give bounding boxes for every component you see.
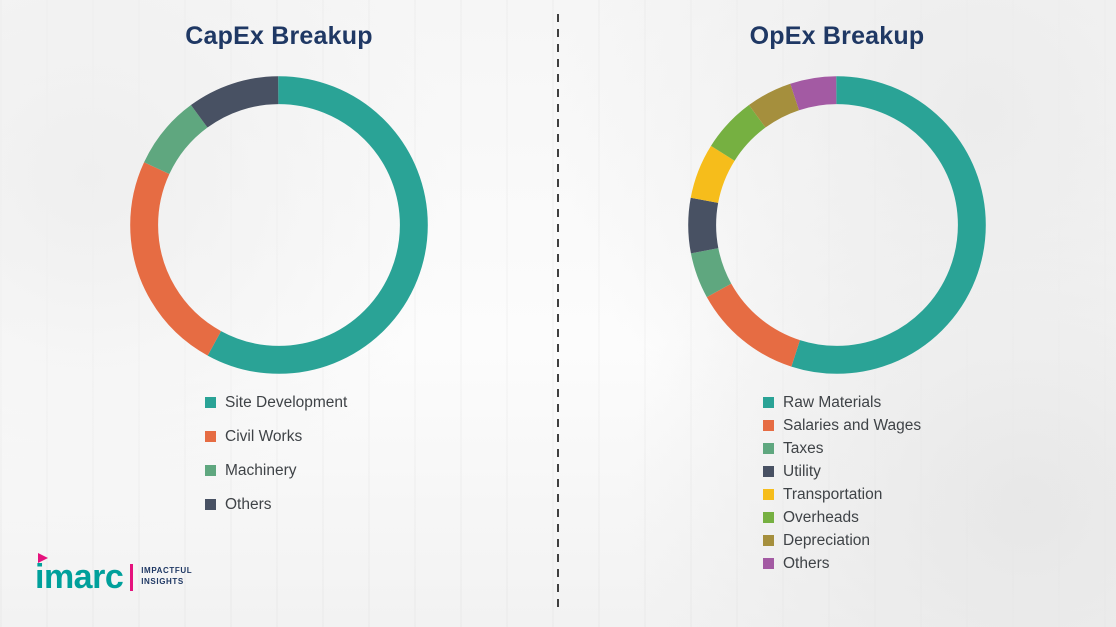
legend-label: Raw Materials (783, 393, 882, 411)
legend-item-site-development: Site Development (205, 392, 347, 413)
legend-item-taxes: Taxes (763, 438, 921, 459)
capex-donut-chart (124, 70, 434, 380)
opex-legend: Raw Materials Salaries and Wages Taxes Util… (763, 392, 921, 574)
legend-item-utility: Utility (763, 461, 921, 482)
legend-label: Depreciation (783, 531, 871, 549)
logo-mark: imarc (35, 553, 124, 596)
logo-brand-text: imarc (35, 558, 124, 596)
legend-swatch-salaries-and-wages (763, 420, 774, 431)
legend-label: Others (225, 495, 272, 513)
legend-label: Overheads (783, 508, 859, 526)
legend-label: Site Development (225, 393, 348, 411)
legend-label: Utility (783, 462, 821, 480)
capex-chart-title: CapEx Breakup (185, 22, 373, 50)
opex-donut-svg (688, 76, 986, 374)
legend-swatch-others (205, 499, 216, 510)
legend-swatch-machinery (205, 465, 216, 476)
legend-swatch-site-development (205, 397, 216, 408)
donut-segment-utility (688, 76, 986, 374)
legend-swatch-utility (763, 466, 774, 477)
legend-item-salaries-and-wages: Salaries and Wages (763, 415, 921, 436)
legend-label: Civil Works (225, 427, 303, 445)
legend-item-others: Others (763, 553, 921, 574)
vertical-dashed-divider (557, 14, 559, 614)
logo-tagline: IMPACTFUL INSIGHTS (141, 566, 192, 588)
legend-swatch-overheads (763, 512, 774, 523)
legend-label: Transportation (783, 485, 883, 503)
legend-item-overheads: Overheads (763, 507, 921, 528)
donut-segment-raw-materials (688, 76, 986, 374)
legend-item-machinery: Machinery (205, 460, 347, 481)
legend-swatch-others (763, 558, 774, 569)
legend-item-civil-works: Civil Works (205, 426, 347, 447)
legend-swatch-depreciation (763, 535, 774, 546)
logo-tagline-line2: INSIGHTS (141, 577, 184, 586)
imarc-logo: imarc IMPACTFUL INSIGHTS (35, 553, 192, 596)
legend-swatch-transportation (763, 489, 774, 500)
legend-item-transportation: Transportation (763, 484, 921, 505)
legend-label: Machinery (225, 461, 297, 479)
capex-legend: Site Development Civil Works Machinery Othe… (205, 392, 347, 515)
donut-segment-civil-works (130, 76, 428, 374)
capex-panel: CapEx Breakup Site Development Civil Work… (124, 22, 434, 515)
legend-swatch-taxes (763, 443, 774, 454)
legend-label: Taxes (783, 439, 824, 457)
legend-label: Salaries and Wages (783, 416, 922, 434)
logo-tagline-line1: IMPACTFUL (141, 566, 193, 576)
donut-segment-site-development (130, 76, 428, 374)
opex-chart-title: OpEx Breakup (749, 22, 925, 50)
legend-label: Others (783, 554, 830, 572)
legend-swatch-raw-materials (763, 397, 774, 408)
legend-item-depreciation: Depreciation (763, 530, 921, 551)
logo-accent-triangle-icon (38, 553, 48, 563)
legend-item-raw-materials: Raw Materials (763, 392, 921, 413)
opex-panel: OpEx Breakup Raw Materials Salaries and W… (558, 0, 1116, 627)
opex-donut-chart (682, 70, 992, 380)
legend-item-others: Others (205, 494, 347, 515)
capex-donut-svg (130, 76, 428, 374)
logo-divider-bar (130, 563, 134, 591)
legend-swatch-civil-works (205, 431, 216, 442)
